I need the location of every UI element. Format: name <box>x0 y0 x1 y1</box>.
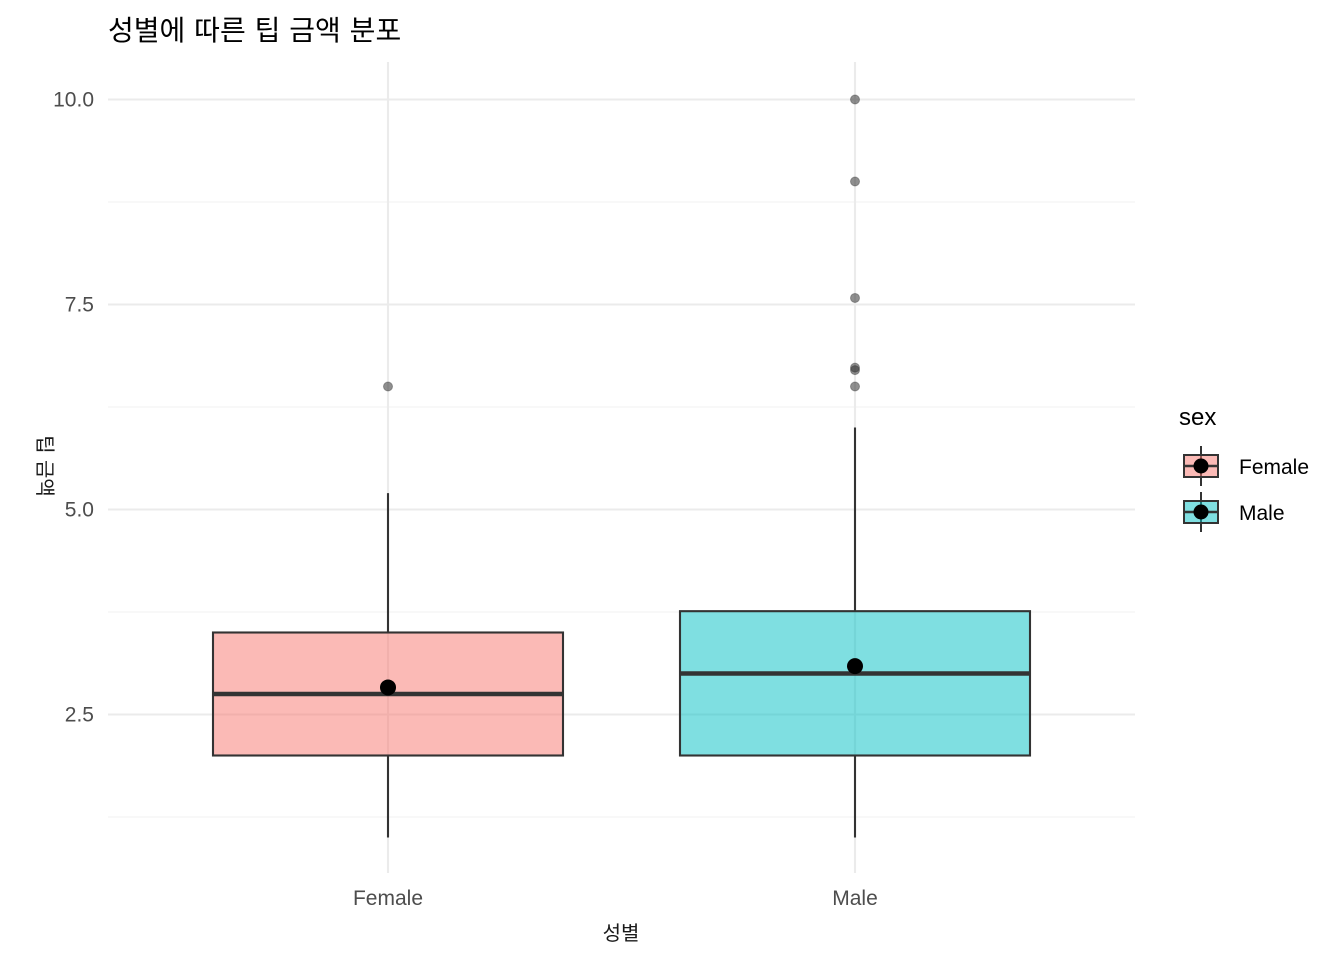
outlier-point <box>850 176 860 187</box>
y-tick-label: 5.0 <box>65 499 94 522</box>
box-male <box>678 94 1032 838</box>
box-female <box>211 381 565 838</box>
outlier-point <box>850 94 860 105</box>
box-body <box>678 610 1032 757</box>
legend-entry-female: Female <box>1183 446 1309 486</box>
y-tick-label: 10.0 <box>53 89 94 112</box>
mean-point <box>847 658 863 675</box>
legend-key-point <box>1193 504 1209 520</box>
x-tick-label: Male <box>832 887 878 910</box>
legend-key-point <box>1193 458 1209 474</box>
legend-label: Male <box>1239 502 1285 525</box>
legend-entries: Female Male <box>1183 446 1309 532</box>
mean-point <box>380 679 396 696</box>
y-axis-label: 팁 금액 <box>33 435 57 497</box>
outlier-point <box>383 381 393 392</box>
box-layer <box>211 94 1032 838</box>
legend-label: Female <box>1239 456 1309 479</box>
y-axis-ticks: 2.5 5.0 7.5 10.0 <box>53 89 94 727</box>
legend: sex Female Male <box>1179 404 1309 532</box>
outlier-point <box>850 362 860 373</box>
x-axis-label: 성별 <box>603 921 640 945</box>
y-tick-label: 7.5 <box>65 294 94 317</box>
x-axis-ticks: Female Male <box>353 887 878 910</box>
legend-title: sex <box>1179 404 1216 431</box>
y-tick-label: 2.5 <box>65 704 94 727</box>
chart-title: 성별에 따른 팁 금액 분포 <box>108 14 401 47</box>
outlier-point <box>850 381 860 392</box>
outlier-point <box>850 292 860 303</box>
x-tick-label: Female <box>353 887 423 910</box>
legend-entry-male: Male <box>1183 492 1285 532</box>
